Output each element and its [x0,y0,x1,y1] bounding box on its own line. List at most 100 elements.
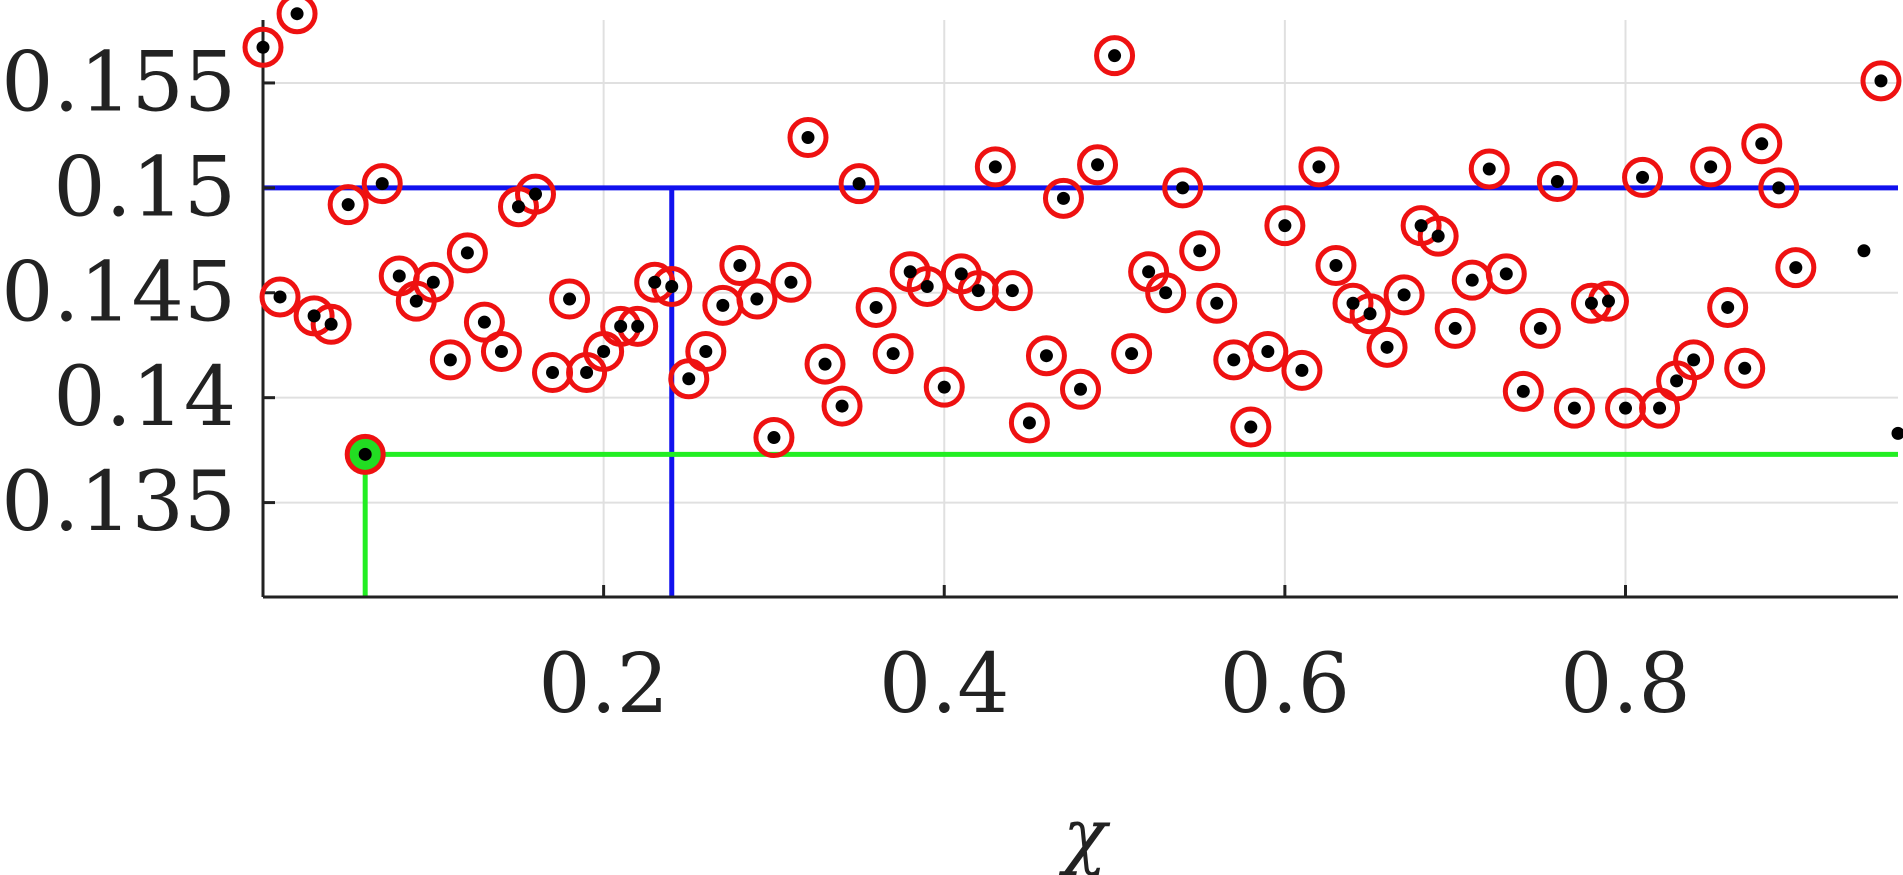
point-circle-marker [838,163,880,205]
point-circle-marker [276,0,318,35]
x-tick-label: 0.8 [1560,637,1690,732]
data-point [971,284,985,298]
data-point [1227,353,1241,367]
point-circle-marker [1315,244,1357,286]
data-point [273,290,287,304]
point-circle-marker [991,270,1033,312]
point-circle-marker [1622,156,1664,198]
point-circle-marker [1349,293,1391,335]
y-tick-labels: 0.135 0.14 0.145 0.15 0.155 [1,35,236,550]
point-circle-marker [736,278,778,320]
point-circle-marker [1724,347,1766,389]
data-point [256,40,270,54]
point-circle-marker [685,331,727,373]
data-point [1857,244,1871,258]
point-circle-marker [259,276,301,318]
data-point [1636,170,1650,184]
point-circle-marker [446,232,488,274]
data-point [1687,353,1701,367]
data-point [631,319,645,333]
point-circle-marker [804,343,846,385]
circle-markers [242,0,1902,475]
data-point [1789,261,1803,275]
point-circle-marker [1485,253,1527,295]
y-tick-label: 0.14 [53,350,236,445]
data-point [682,372,696,386]
data-point [1380,340,1394,354]
data-point [1533,321,1547,335]
data-point [1431,229,1445,243]
point-circle-marker [1025,335,1067,377]
data-point [1125,347,1139,361]
data-point [699,345,713,359]
data-point [1108,49,1122,63]
data-point [1363,307,1377,321]
data-point [1397,288,1411,302]
point-circle-marker [855,286,897,328]
point-circle-marker [1281,349,1323,391]
point-circle-marker [1536,161,1578,203]
data-point [1550,175,1564,189]
data-point [1516,384,1530,398]
data-point [392,269,406,283]
data-point [1312,160,1326,174]
point-circle-marker [242,26,284,68]
data-point [341,198,355,212]
data-point [375,177,389,191]
x-tick-label: 0.4 [879,637,1009,732]
point-circle-marker [1264,205,1306,247]
data-point [835,399,849,413]
point-circle-marker [1145,272,1187,314]
data-point [1704,160,1718,174]
point-circle-marker [1196,282,1238,324]
point-circle-marker [1179,230,1221,272]
data-point [1039,349,1053,363]
data-point [1482,162,1496,176]
data-point [1567,401,1581,415]
point-circle-marker [1434,307,1476,349]
data-point [1670,374,1684,388]
point-circle-marker [1758,167,1800,209]
data-point [920,279,934,293]
data-point [954,267,968,281]
data-point [597,345,611,359]
data-point [494,345,508,359]
point-circle-marker [480,331,522,373]
data-point [1755,137,1769,151]
point-circle-marker [770,261,812,303]
y-tick-label: 0.15 [53,140,236,235]
data-point [1499,267,1513,281]
point-circle-marker [1230,406,1272,448]
point-circle-marker [1553,387,1595,429]
data-point [307,309,321,323]
data-point [1414,219,1428,233]
data-point [426,275,440,289]
data-point [1346,296,1360,310]
axes [261,20,1898,599]
highlight-data-point [358,447,372,461]
data-point [580,365,594,379]
point-circle-marker [787,116,829,158]
data-point [1091,158,1105,172]
point-circle-marker [1162,167,1204,209]
data-point [852,177,866,191]
point-circle-marker [412,261,454,303]
data-point [546,365,560,379]
point-circle-marker [1077,144,1119,186]
point-circle-marker [1383,274,1425,316]
data-point [1601,294,1615,308]
data-point [869,300,883,314]
data-point [784,275,798,289]
point-circle-marker [515,173,556,215]
data-point [1772,181,1786,195]
data-point [563,292,577,306]
point-circle-marker [1741,123,1783,165]
data-point [477,315,491,329]
point-circle-marker [1366,326,1408,368]
point-circle-marker [1502,370,1544,412]
grid-lines [263,20,1898,597]
data-point [886,347,900,361]
data-point [1074,382,1087,396]
data-point [324,317,338,331]
data-point [1261,345,1275,359]
